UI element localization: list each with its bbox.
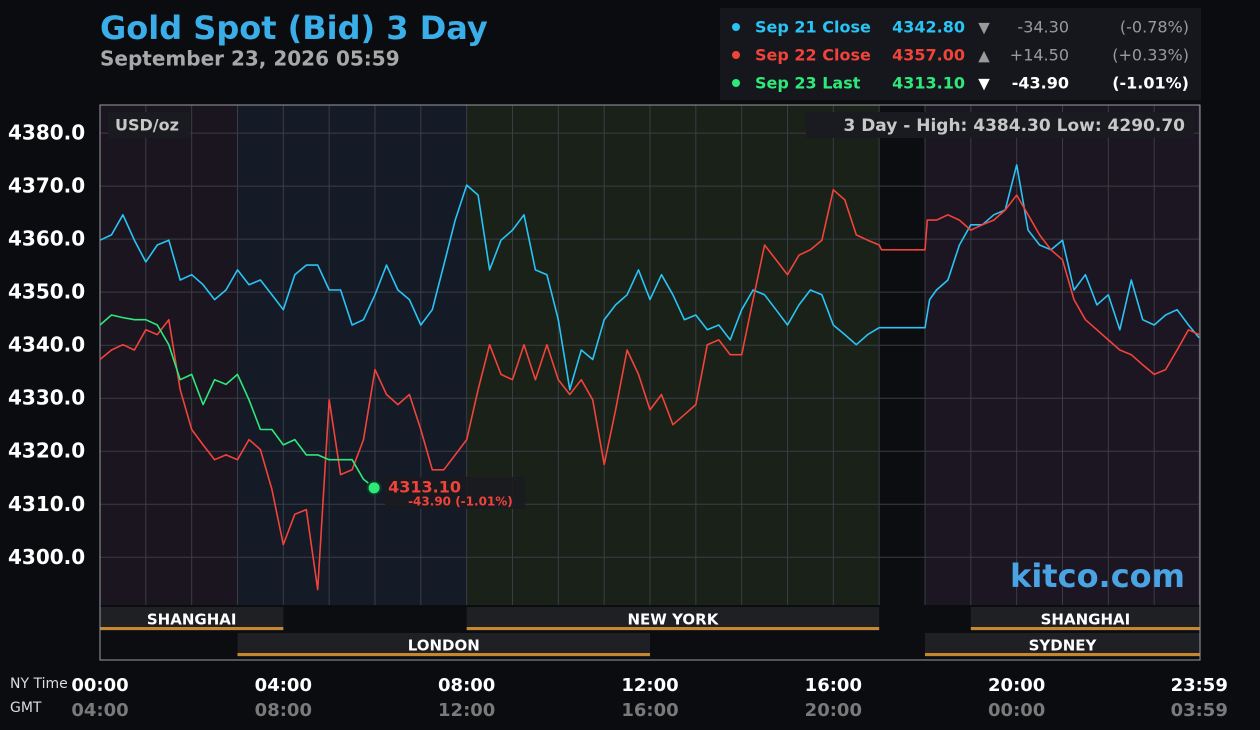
x-tick-label: 23:59 xyxy=(1171,675,1228,696)
x2-axis-label: GMT xyxy=(10,700,42,716)
legend-name: Sep 21 Close xyxy=(755,18,871,37)
x2-tick-label: 20:00 xyxy=(805,700,862,721)
chart-title: Gold Spot (Bid) 3 Day xyxy=(100,9,488,47)
session-underline xyxy=(100,627,284,630)
x2-tick-label: 03:59 xyxy=(1171,700,1228,721)
legend-name: Sep 22 Close xyxy=(755,46,871,65)
legend-change: +14.50 xyxy=(1010,46,1069,65)
x2-tick-label: 00:00 xyxy=(988,700,1045,721)
session-region xyxy=(466,105,880,605)
legend-arrow: ▲ xyxy=(978,47,990,65)
session-region xyxy=(237,105,467,605)
legend-price: 4342.80 xyxy=(892,18,965,37)
y-tick-label: 4320.0 xyxy=(8,439,85,463)
x-tick-label: 16:00 xyxy=(805,675,862,696)
last-point xyxy=(366,480,382,496)
session-underline xyxy=(237,653,650,656)
brand: kitco.com xyxy=(1010,557,1185,595)
y-tick-label: 4370.0 xyxy=(8,174,85,198)
unit-label: USD/oz xyxy=(115,116,179,135)
y-tick-label: 4380.0 xyxy=(8,121,85,145)
x-tick-label: 20:00 xyxy=(988,675,1045,696)
legend-change: -43.90 xyxy=(1012,74,1069,93)
unit-bg xyxy=(108,112,190,138)
x2-tick-label: 12:00 xyxy=(438,700,495,721)
last-change: -43.90 (-1.01%) xyxy=(408,494,513,508)
legend-dot xyxy=(732,51,740,59)
last-label-bg xyxy=(385,476,526,509)
legend-price: 4313.10 xyxy=(892,74,965,93)
y-tick-label: 4330.0 xyxy=(8,386,85,410)
y-tick-label: 4310.0 xyxy=(8,492,85,516)
y-tick-label: 4300.0 xyxy=(8,545,85,569)
session-label: LONDON xyxy=(408,637,480,655)
legend-percent: (+0.33%) xyxy=(1112,46,1189,65)
legend-name: Sep 23 Last xyxy=(755,74,861,93)
x-tick-label: 08:00 xyxy=(438,675,495,696)
session-label: NEW YORK xyxy=(628,611,720,629)
x2-tick-label: 08:00 xyxy=(255,700,312,721)
y-tick-label: 4350.0 xyxy=(8,280,85,304)
legend-percent: (-0.78%) xyxy=(1120,18,1189,37)
session-underline xyxy=(466,627,880,630)
range-bg xyxy=(806,112,1194,138)
legend-dot xyxy=(732,23,740,31)
x-tick-label: 04:00 xyxy=(255,675,312,696)
x-axis-label: NY Time xyxy=(10,676,68,692)
y-tick-label: 4360.0 xyxy=(8,227,85,251)
legend-dot xyxy=(732,79,740,87)
session-underline xyxy=(925,653,1200,656)
legend-price: 4357.00 xyxy=(892,46,965,65)
price-line xyxy=(99,314,375,489)
legend-arrow: ▼ xyxy=(978,75,990,93)
price-line xyxy=(99,189,1200,591)
x2-tick-label: 16:00 xyxy=(621,700,678,721)
legend-box xyxy=(720,8,1201,100)
legend-arrow: ▼ xyxy=(978,19,990,37)
legend-percent: (-1.01%) xyxy=(1112,74,1189,93)
last-price: 4313.10 xyxy=(388,477,461,496)
x-tick-label: 00:00 xyxy=(71,675,128,696)
legend-change: -34.30 xyxy=(1017,18,1069,37)
session-region xyxy=(100,105,238,605)
session-label: SHANGHAI xyxy=(1041,611,1131,629)
session-region xyxy=(879,105,925,605)
range-label: 3 Day - High: 4384.30 Low: 4290.70 xyxy=(843,116,1185,136)
x-tick-label: 12:00 xyxy=(621,675,678,696)
chart-subtitle: September 23, 2026 05:59 xyxy=(100,47,400,71)
session-label: SYDNEY xyxy=(1029,637,1098,655)
session-underline xyxy=(970,627,1200,630)
x2-tick-label: 04:00 xyxy=(71,700,128,721)
y-tick-label: 4340.0 xyxy=(8,333,85,357)
price-line xyxy=(99,164,1200,391)
plot-border xyxy=(99,104,1201,661)
session-label: SHANGHAI xyxy=(147,611,237,629)
